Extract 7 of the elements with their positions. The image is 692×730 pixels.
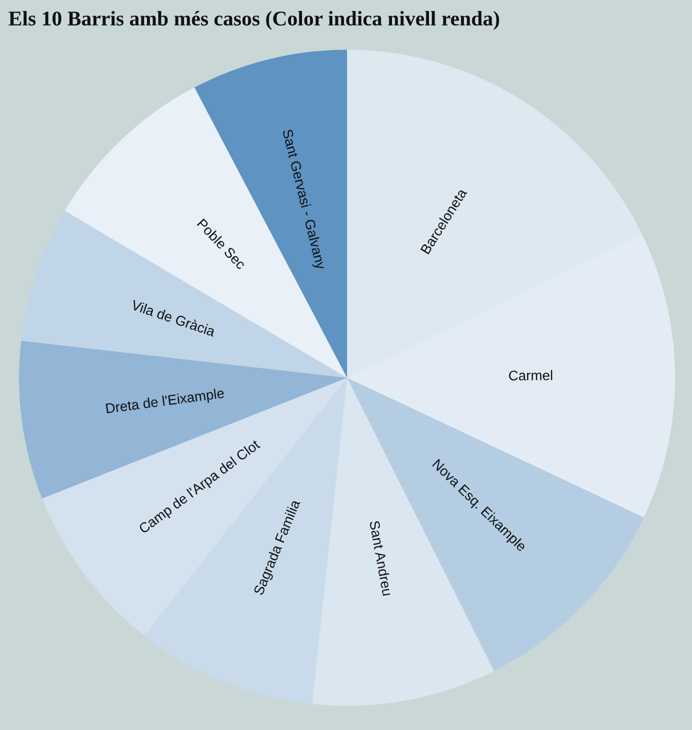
slice-label: Dreta de l'Eixample (106, 388, 225, 416)
slice-label: Carmel (509, 370, 552, 380)
chart-title: Els 10 Barris amb més casos (Color indica nivell renda) (8, 10, 500, 30)
slice-label: Sant Gervasi - Galvany (280, 128, 327, 271)
slice-label: Vila de Gràcia (130, 299, 216, 337)
pie-slice (21, 210, 348, 378)
slice-label: Sant Andreu (369, 520, 393, 596)
